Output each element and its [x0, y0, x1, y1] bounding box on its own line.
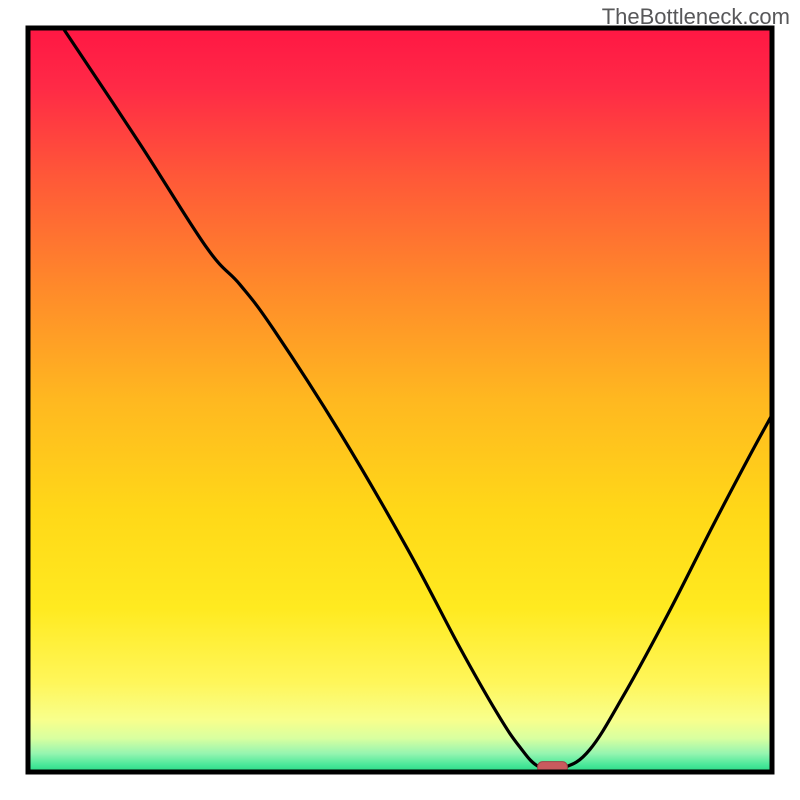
bottleneck-chart	[0, 0, 800, 800]
chart-container: TheBottleneck.com	[0, 0, 800, 800]
watermark-text: TheBottleneck.com	[602, 4, 790, 30]
chart-background	[28, 28, 772, 772]
